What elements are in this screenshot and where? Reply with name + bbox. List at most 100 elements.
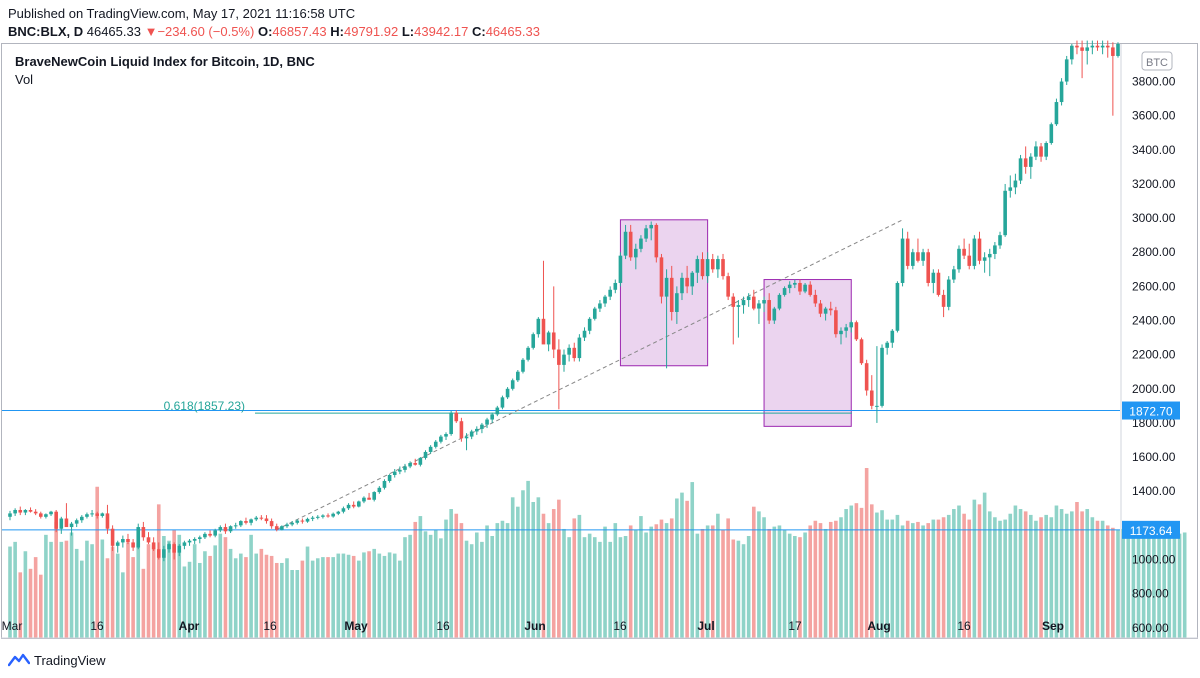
- volume-bar: [1116, 530, 1120, 638]
- volume-bar: [1039, 517, 1043, 638]
- volume-bar: [392, 553, 397, 638]
- candle-body: [531, 334, 536, 348]
- volume-bar: [495, 523, 500, 638]
- candle-body: [757, 303, 761, 309]
- candle-body: [777, 294, 782, 309]
- time-tick-label: Apr: [179, 619, 200, 633]
- volume-bar: [618, 537, 623, 638]
- candle-body: [931, 272, 936, 283]
- volume-bar: [1105, 525, 1110, 638]
- candle-body: [105, 513, 110, 529]
- candle-body: [562, 354, 566, 365]
- candle-body: [911, 252, 915, 266]
- unit-badge: [1141, 51, 1173, 71]
- volume-bar: [639, 516, 643, 638]
- close-value: 46465.33: [485, 24, 540, 39]
- candle-body: [95, 513, 100, 516]
- candle-body: [849, 322, 854, 328]
- candle-body: [639, 238, 643, 249]
- volume-bar: [413, 521, 418, 638]
- candle-body: [1070, 45, 1074, 60]
- open-value: 46857.43: [272, 24, 327, 39]
- candle-body: [49, 511, 53, 515]
- candle-body: [864, 363, 869, 391]
- volume-bar: [746, 536, 751, 638]
- volume-bar: [1064, 513, 1069, 638]
- candle-body: [623, 231, 628, 256]
- candle-body: [551, 332, 556, 350]
- time-tick-label: 16: [436, 619, 450, 633]
- volume-bar: [864, 468, 869, 638]
- volume-bar: [875, 512, 879, 638]
- candle-body: [362, 497, 366, 502]
- volume-bar: [762, 517, 766, 638]
- candle-body: [1013, 180, 1018, 188]
- candle-body: [859, 339, 864, 364]
- volume-bar: [926, 523, 931, 638]
- close-label: C:: [471, 24, 486, 39]
- candle-body: [582, 330, 587, 338]
- candle-body: [721, 259, 725, 277]
- volume-bar: [115, 553, 120, 638]
- price-change: −234.60 (−0.5%): [157, 24, 255, 39]
- volume-bar: [777, 525, 782, 638]
- volume-bar: [654, 524, 659, 638]
- price-tick-label: 2800.00: [1132, 245, 1176, 259]
- volume-bar: [1111, 527, 1115, 638]
- candle-body: [182, 542, 187, 546]
- candle-body: [423, 451, 428, 458]
- volume-bar: [1162, 532, 1166, 638]
- volume-bar: [772, 526, 777, 638]
- tradingview-logo[interactable]: TradingView: [8, 650, 106, 670]
- volume-bar: [716, 513, 720, 638]
- volume-bar: [669, 518, 674, 638]
- candle-body: [880, 347, 884, 406]
- candle-body: [751, 296, 756, 309]
- volume-bar: [331, 557, 335, 638]
- candle-body: [962, 248, 966, 256]
- candle-body: [80, 516, 84, 521]
- candle-body: [1075, 45, 1079, 48]
- volume-bar: [521, 490, 525, 638]
- volume-bar: [280, 562, 284, 638]
- candle-body: [787, 284, 792, 289]
- volume-bar: [510, 497, 515, 638]
- candle-body: [90, 513, 94, 515]
- down-arrow-icon: ▼: [144, 24, 158, 39]
- candle-body: [239, 521, 243, 526]
- time-tick-label: Mar: [2, 619, 23, 633]
- volume-bar: [1003, 519, 1007, 638]
- volume-bar: [398, 560, 402, 638]
- level-price-tag: [1122, 401, 1180, 420]
- candle-body: [952, 269, 956, 280]
- volume-bar: [1136, 532, 1141, 638]
- candle-body: [705, 259, 710, 277]
- volume-bar: [131, 557, 135, 638]
- candle-body: [823, 308, 828, 314]
- unit-badge-label: BTC: [1146, 57, 1168, 69]
- candle-body: [8, 513, 12, 517]
- volume-bar: [808, 525, 813, 638]
- time-tick-label: Aug: [867, 619, 890, 633]
- candle-body: [885, 342, 889, 348]
- volume-bar: [126, 543, 130, 638]
- volume-bar: [705, 525, 710, 638]
- candle-body: [500, 397, 505, 408]
- volume-bar: [362, 552, 366, 638]
- volume-bar: [710, 525, 715, 638]
- candle-body: [464, 436, 469, 439]
- candle-body: [69, 523, 74, 528]
- volume-bar: [290, 570, 294, 638]
- candle-body: [326, 515, 330, 517]
- volume-bar: [1100, 520, 1105, 638]
- candle-body: [900, 238, 905, 283]
- candle-body: [290, 522, 294, 525]
- candle-body: [115, 542, 120, 546]
- candle-body: [433, 441, 438, 447]
- candle-body: [818, 303, 823, 314]
- volume-bar: [449, 509, 453, 638]
- candle-body: [392, 471, 397, 475]
- candle-body: [310, 517, 315, 519]
- volume-bar: [608, 541, 612, 638]
